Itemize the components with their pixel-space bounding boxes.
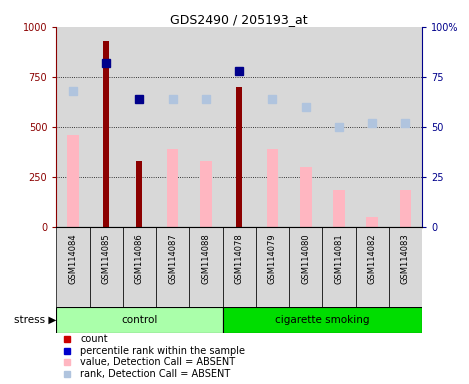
Text: GSM114082: GSM114082 [368, 233, 377, 284]
FancyBboxPatch shape [289, 227, 322, 307]
FancyBboxPatch shape [156, 227, 189, 307]
Text: control: control [121, 315, 158, 325]
Bar [389, 27, 422, 227]
Text: GSM114081: GSM114081 [334, 233, 343, 284]
Bar [256, 27, 289, 227]
FancyBboxPatch shape [256, 227, 289, 307]
FancyBboxPatch shape [356, 227, 389, 307]
Title: GDS2490 / 205193_at: GDS2490 / 205193_at [170, 13, 308, 26]
Bar [156, 27, 189, 227]
Bar [300, 167, 311, 227]
Text: count: count [80, 334, 108, 344]
Text: GSM114083: GSM114083 [401, 233, 410, 285]
Bar [56, 27, 90, 227]
Bar [236, 87, 242, 227]
Text: GSM114079: GSM114079 [268, 233, 277, 284]
Text: value, Detection Call = ABSENT: value, Detection Call = ABSENT [80, 358, 235, 367]
Bar [366, 217, 378, 227]
Bar [333, 190, 345, 227]
Bar [400, 190, 411, 227]
Bar [189, 27, 223, 227]
FancyBboxPatch shape [56, 227, 90, 307]
Text: stress ▶: stress ▶ [14, 315, 56, 325]
Bar [356, 27, 389, 227]
Text: GSM114078: GSM114078 [234, 233, 244, 285]
Bar [103, 41, 109, 227]
Bar [223, 27, 256, 227]
Bar [123, 27, 156, 227]
FancyBboxPatch shape [223, 307, 422, 333]
Bar [90, 27, 123, 227]
Text: GSM114088: GSM114088 [201, 233, 211, 285]
FancyBboxPatch shape [90, 227, 123, 307]
Bar [136, 161, 143, 227]
FancyBboxPatch shape [189, 227, 223, 307]
Bar [289, 27, 322, 227]
FancyBboxPatch shape [223, 227, 256, 307]
Text: GSM114080: GSM114080 [301, 233, 310, 284]
Text: GSM114086: GSM114086 [135, 233, 144, 285]
Bar [200, 161, 212, 227]
Bar [67, 135, 79, 227]
Text: GSM114085: GSM114085 [102, 233, 111, 284]
Text: GSM114084: GSM114084 [68, 233, 77, 284]
Text: GSM114087: GSM114087 [168, 233, 177, 285]
Bar [266, 149, 278, 227]
FancyBboxPatch shape [389, 227, 422, 307]
Text: cigarette smoking: cigarette smoking [275, 315, 370, 325]
FancyBboxPatch shape [56, 307, 223, 333]
FancyBboxPatch shape [322, 227, 356, 307]
Bar [167, 149, 179, 227]
Text: percentile rank within the sample: percentile rank within the sample [80, 346, 245, 356]
Bar [322, 27, 356, 227]
Text: rank, Detection Call = ABSENT: rank, Detection Call = ABSENT [80, 369, 230, 379]
FancyBboxPatch shape [123, 227, 156, 307]
